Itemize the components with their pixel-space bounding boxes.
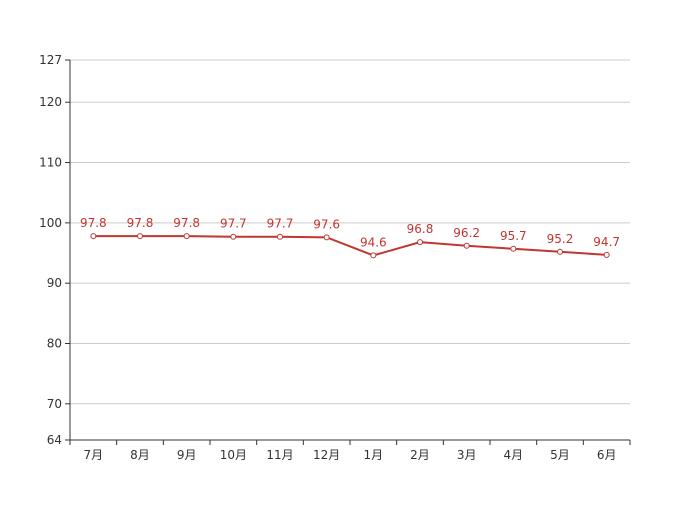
data-point (230, 233, 237, 240)
y-tick-label: 127 (39, 53, 62, 67)
data-point (277, 233, 283, 240)
x-tick-label: 8月 (130, 448, 150, 462)
x-tick-label: 3月 (457, 448, 477, 462)
y-tick-label: 70 (47, 397, 62, 411)
data-point (510, 245, 517, 252)
data-label: 97.8 (127, 216, 154, 230)
y-tick-label: 64 (47, 433, 62, 447)
data-label: 96.8 (407, 222, 434, 236)
data-point (370, 252, 377, 259)
data-label: 95.2 (547, 232, 574, 246)
x-tick-label: 6月 (597, 448, 617, 462)
x-tick-label: 9月 (177, 448, 197, 462)
y-tick-label: 120 (39, 95, 62, 109)
data-label: 94.7 (593, 235, 620, 249)
data-label: 95.7 (500, 229, 527, 243)
data-label: 97.6 (313, 217, 340, 231)
data-point (90, 233, 97, 240)
x-tick-label: 12月 (313, 448, 340, 462)
data-labels: 97.8 97.8 97.8 97.7 97.7 97.6 94.6 96.8 96.2 95.7… (80, 216, 620, 249)
data-point (417, 239, 423, 246)
data-label: 97.7 (220, 217, 247, 231)
data-point (323, 234, 330, 241)
y-tick-label: 90 (47, 276, 62, 290)
axes: 64 70 80 90 100 110 120 127 7月 8月 9月 10月 11月 12月 1月 2月 3… (39, 53, 631, 462)
x-tick-label: 10月 (220, 448, 247, 462)
data-label: 97.8 (173, 216, 200, 230)
data-point (137, 233, 143, 240)
data-point (463, 242, 470, 249)
data-label: 96.2 (453, 226, 480, 240)
x-tick-label: 7月 (84, 448, 104, 462)
data-point (557, 248, 563, 255)
x-tick-label: 4月 (504, 448, 524, 462)
gridlines (70, 59, 630, 405)
data-label: 97.7 (267, 217, 294, 231)
series-line (93, 235, 607, 257)
x-tick-label: 11月 (266, 448, 293, 462)
data-label: 94.6 (360, 235, 387, 249)
series-layer (90, 233, 610, 259)
data-point (603, 251, 610, 258)
data-label: 97.8 (80, 216, 107, 230)
x-tick-label: 5月 (550, 448, 570, 462)
y-tick-label: 80 (47, 336, 62, 350)
x-tick-label: 2月 (410, 448, 430, 462)
y-tick-label: 110 (39, 156, 62, 170)
y-tick-label: 100 (39, 216, 62, 230)
data-point (183, 233, 190, 240)
x-tick-label: 1月 (364, 448, 384, 462)
